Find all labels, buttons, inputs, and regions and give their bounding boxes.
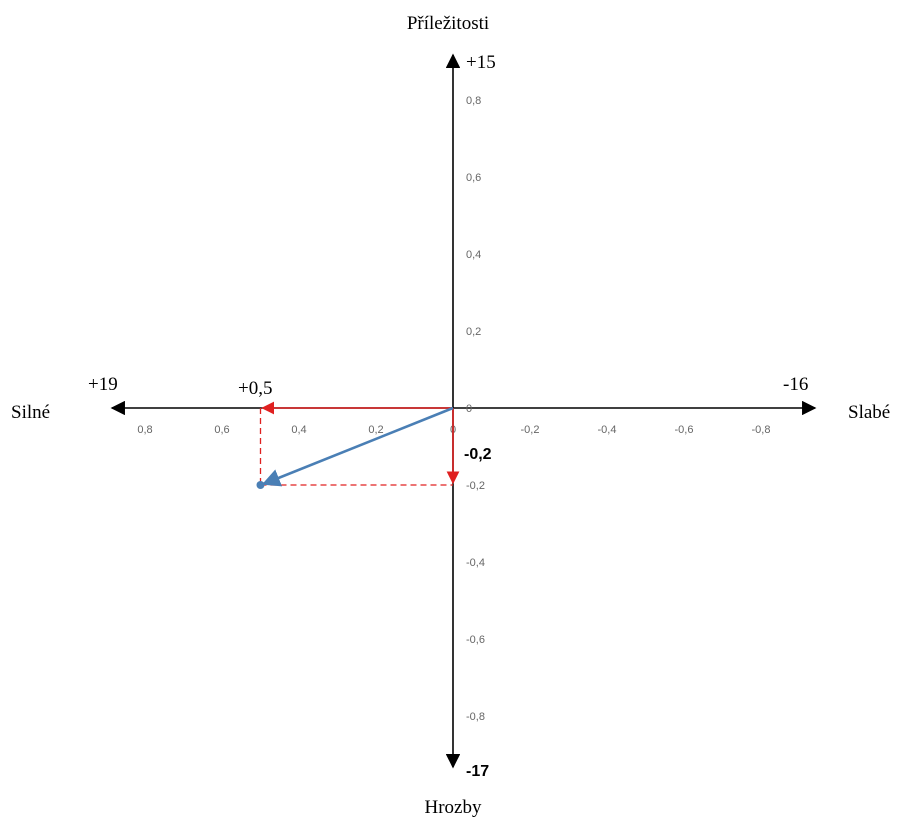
x-tick-label: 0,8 — [137, 424, 152, 436]
result-y-label: -0,2 — [464, 446, 492, 463]
y-tick-label: -0,6 — [466, 634, 485, 646]
x-tick-label: 0,4 — [291, 424, 306, 436]
y-tick-label: -0,2 — [466, 480, 485, 492]
left-axis-value: +19 — [88, 374, 118, 395]
left-axis-label: Silné — [11, 402, 50, 423]
y-tick-label: -0,4 — [466, 557, 485, 569]
y-tick-label: 0,6 — [466, 172, 481, 184]
resultant-point — [256, 481, 265, 489]
y-tick-label: -0,8 — [466, 711, 485, 723]
x-tick-label: -0,2 — [521, 424, 540, 436]
y-tick-label: 0,2 — [466, 326, 481, 338]
x-tick-label: 0,6 — [214, 424, 229, 436]
right-axis-value: -16 — [783, 374, 808, 395]
y-tick-labels: 0,8 0,6 0,4 0,2 0 -0,2 -0,4 -0,6 -0,8 — [466, 95, 485, 723]
top-axis-value: +15 — [466, 52, 496, 73]
x-tick-label: -0,6 — [675, 424, 694, 436]
result-x-label: +0,5 — [238, 378, 272, 399]
x-tick-labels: 0,80,60,40,20-0,2-0,4-0,6-0,8 — [137, 424, 770, 436]
bottom-axis-label: Hrozby — [425, 797, 482, 818]
right-axis-label: Slabé — [848, 402, 890, 423]
y-tick-label: 0,4 — [466, 249, 481, 261]
resultant-vector — [261, 406, 454, 487]
x-tick-label: 0,2 — [368, 424, 383, 436]
x-tick-label: -0,8 — [752, 424, 771, 436]
y-tick-label: 0,8 — [466, 95, 481, 107]
bottom-axis-value: -17 — [466, 763, 489, 780]
y-tick-label: 0 — [466, 403, 472, 415]
x-tick-label: -0,4 — [598, 424, 617, 436]
top-axis-label: Příležitosti — [407, 13, 489, 34]
